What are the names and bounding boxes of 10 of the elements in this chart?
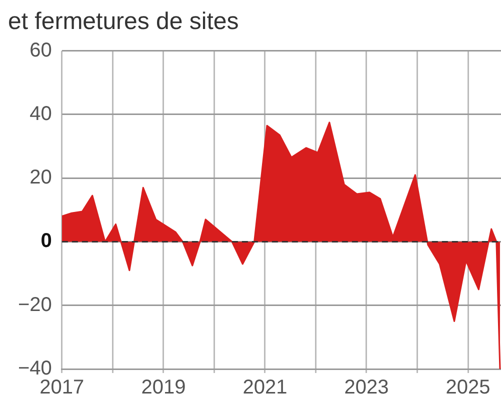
x-tick-label: 2019	[141, 376, 186, 399]
y-tick-label: −20	[18, 294, 52, 316]
y-tick-label: 60	[30, 39, 52, 62]
y-tick-label: 20	[30, 166, 52, 189]
x-tick-label: 2023	[344, 376, 389, 399]
y-tick-label: 0	[40, 230, 52, 252]
y-tick-label: 40	[30, 102, 52, 125]
x-tick-label: 2025	[446, 376, 490, 399]
x-tick-label: 2021	[242, 376, 288, 399]
chart-title: et fermetures de sites	[8, 8, 239, 36]
